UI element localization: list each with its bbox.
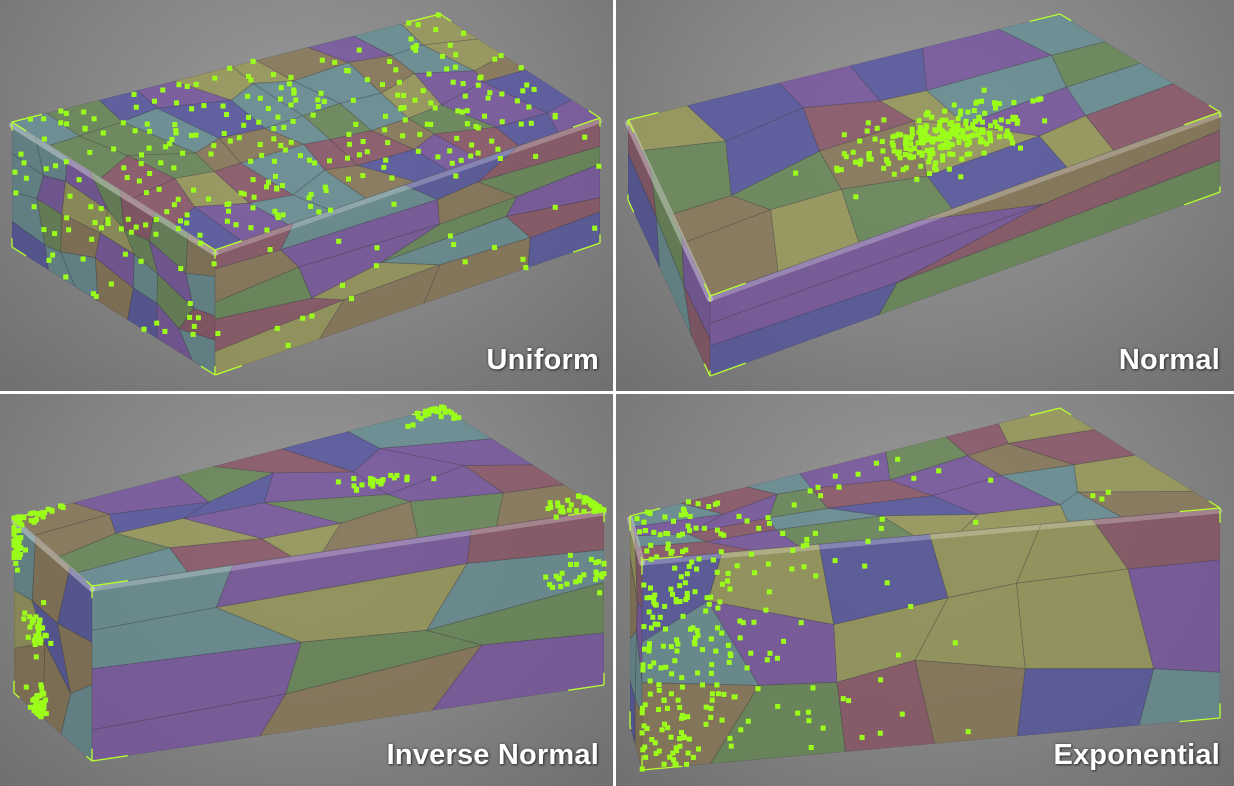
voronoi-box-render [627, 407, 1223, 772]
distribution-label: Normal [1118, 344, 1220, 376]
distribution-label: Inverse Normal [386, 739, 599, 771]
voronoi-box-render [9, 12, 603, 376]
voronoi-box-render [625, 13, 1223, 377]
viewport-normal[interactable]: Normal [616, 0, 1234, 391]
viewport-inverse-normal[interactable]: Inverse Normal [0, 394, 613, 786]
voronoi-box-render [11, 404, 607, 762]
distribution-label: Uniform [486, 344, 599, 376]
distribution-label: Exponential [1053, 739, 1220, 771]
viewport-uniform[interactable]: Uniform [0, 0, 613, 391]
viewport-exponential[interactable]: Exponential [616, 394, 1234, 786]
